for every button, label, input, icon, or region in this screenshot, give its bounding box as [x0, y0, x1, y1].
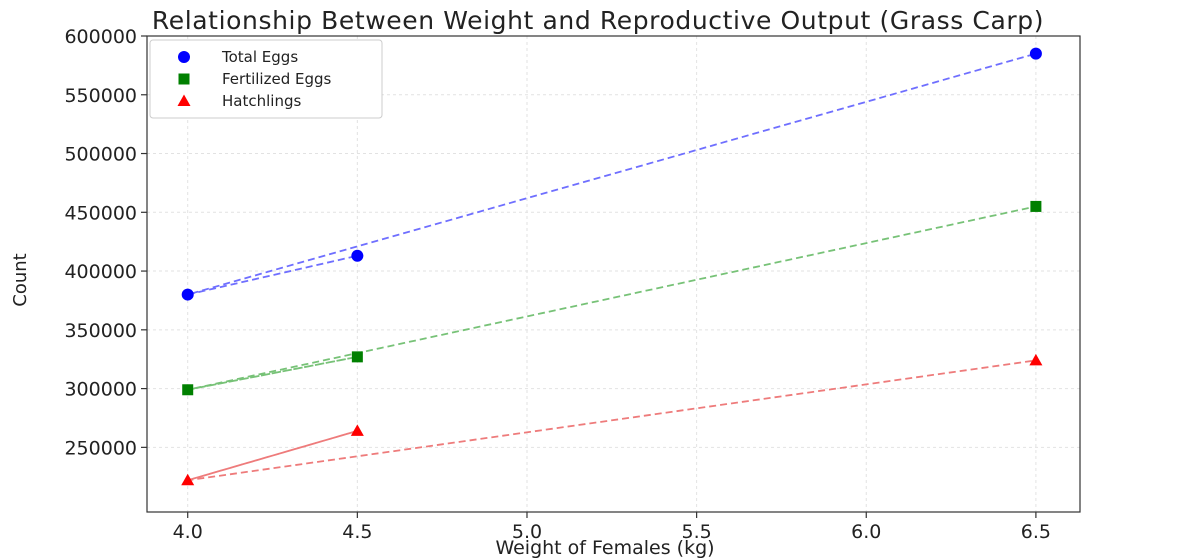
x-axis-label: Weight of Females (kg) [495, 537, 714, 559]
data-markers [181, 47, 1043, 486]
chart-title: Relationship Between Weight and Reproduc… [152, 6, 1044, 35]
x-tick-label: 5.5 [682, 521, 712, 543]
legend: Total Eggs Fertilized Eggs Hatchlings [149, 39, 383, 119]
y-tick-label: 600000 [64, 26, 137, 48]
x-tick-label: 6.5 [1021, 521, 1051, 543]
fertilized-eggs-point [1030, 200, 1042, 212]
fertilized-eggs-trend-line [187, 205, 1037, 391]
y-tick-label: 350000 [64, 320, 137, 342]
total-eggs-point [351, 249, 364, 262]
y-tick-label: 250000 [64, 437, 137, 459]
hatchlings-point [1029, 353, 1043, 366]
legend-fertilized-eggs-label: Fertilized Eggs [222, 70, 331, 88]
plot-frame [146, 35, 1081, 513]
y-tick-label: 400000 [64, 261, 137, 283]
x-tick-label: 5.0 [512, 521, 542, 543]
legend-total-eggs-marker [178, 51, 190, 63]
y-tick-label: 550000 [64, 85, 137, 107]
legend-hatchlings-marker [177, 94, 191, 106]
legend-total-eggs-label: Total Eggs [221, 48, 298, 66]
hatchlings-trend-line [187, 359, 1037, 482]
fertilized-eggs-point [182, 384, 194, 396]
fertilized-eggs-point [351, 351, 363, 363]
x-tick-label: 4.5 [342, 521, 372, 543]
total-eggs-point [1029, 47, 1042, 60]
x-tick-label: 4.0 [173, 521, 203, 543]
y-tick-label: 300000 [64, 379, 137, 401]
total-eggs-point [181, 288, 194, 301]
hatchlings-point [350, 424, 364, 436]
legend-box [149, 39, 383, 119]
hatchlings-point [181, 473, 195, 486]
trend-lines [187, 52, 1037, 482]
y-axis: 250000 300000 350000 400000 450000 500000 5500… [64, 26, 147, 459]
y-tick-label: 500000 [64, 144, 137, 166]
x-tick-label: 6.0 [851, 521, 881, 543]
legend-hatchlings-label: Hatchlings [222, 92, 301, 110]
legend-fertilized-eggs-marker [178, 73, 190, 85]
x-axis: 4.0 4.5 5.0 5.5 6.0 6.5 [173, 512, 1051, 543]
y-tick-label: 450000 [64, 202, 137, 224]
y-axis-label: Count [10, 253, 31, 306]
